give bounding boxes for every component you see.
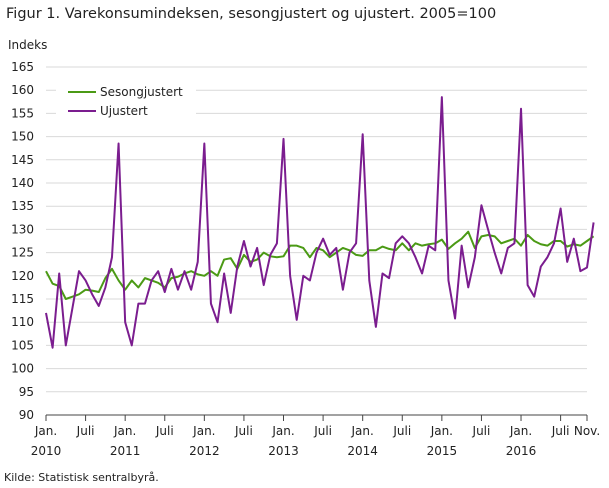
x-year-label: 2016 — [506, 444, 537, 458]
y-tick-label: 130 — [11, 222, 34, 236]
legend-box — [56, 79, 196, 121]
legend-label-sesongjustert: Sesongjustert — [100, 85, 183, 99]
x-tick-label: Juli — [392, 424, 411, 438]
x-tick-label: Juli — [76, 424, 95, 438]
x-tick-label: Jan. — [509, 424, 532, 438]
x-tick-label: Juli — [155, 424, 174, 438]
x-tick-label: Juli — [313, 424, 332, 438]
axis-layer: 90 95 100 105 110 115 120 125 130 135 140 145 150 155… — [11, 60, 600, 458]
x-year-label: 2011 — [110, 444, 141, 458]
y-tick-label: 150 — [11, 130, 34, 144]
x-tick-label: Jan. — [34, 424, 57, 438]
y-tick-label: 155 — [11, 106, 34, 120]
x-tick-label: Nov. — [574, 424, 600, 438]
x-tick-label: Jan. — [113, 424, 136, 438]
y-axis-label: Indeks — [8, 38, 48, 52]
y-tick-label: 105 — [11, 338, 34, 352]
y-tick-label: 110 — [11, 315, 34, 329]
y-tick-label: 160 — [11, 83, 34, 97]
y-tick-label: 165 — [11, 60, 34, 74]
x-tick-label: Jan. — [192, 424, 215, 438]
x-year-label: 2015 — [427, 444, 458, 458]
y-tick-label: 95 — [19, 385, 34, 399]
y-tick-label: 135 — [11, 199, 34, 213]
series-layer — [45, 96, 595, 349]
x-year-label: 2012 — [189, 444, 220, 458]
x-tick-label: Jan. — [351, 424, 374, 438]
x-year-label: 2010 — [31, 444, 62, 458]
y-tick-label: 115 — [11, 292, 34, 306]
y-tick-label: 145 — [11, 153, 34, 167]
x-year-label: 2013 — [268, 444, 299, 458]
x-tick-label: Juli — [551, 424, 570, 438]
y-tick-label: 90 — [19, 408, 34, 422]
series-line-ujustert — [45, 96, 595, 349]
x-year-label: 2014 — [347, 444, 378, 458]
chart-title: Figur 1. Varekonsumindeksen, sesongjuste… — [6, 6, 497, 22]
series-line-sesongjustert — [45, 230, 595, 300]
x-tick-label: Juli — [472, 424, 491, 438]
x-tick-label: Jan. — [430, 424, 453, 438]
legend-label-ujustert: Ujustert — [100, 104, 148, 118]
legend: Sesongjustert Ujustert — [56, 79, 196, 121]
y-tick-label: 140 — [11, 176, 34, 190]
y-tick-label: 100 — [11, 362, 34, 376]
y-tick-label: 120 — [11, 269, 34, 283]
y-tick-label: 125 — [11, 246, 34, 260]
x-tick-label: Juli — [234, 424, 253, 438]
x-tick-label: Jan. — [271, 424, 294, 438]
source-note: Kilde: Statistisk sentralbyrå. — [4, 471, 159, 484]
